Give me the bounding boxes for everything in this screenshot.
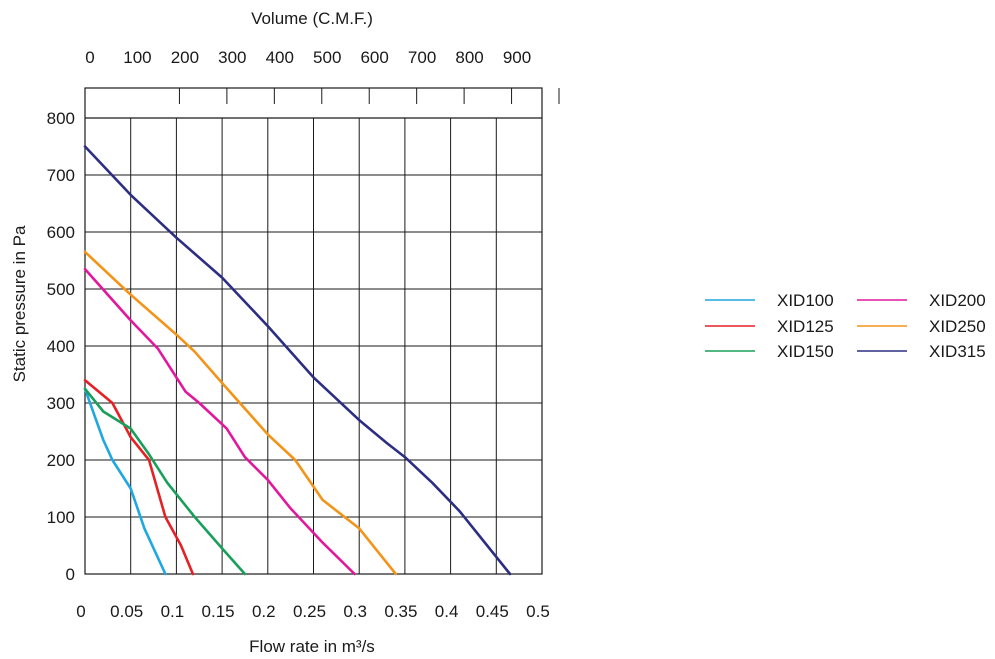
x-tick-label: 0.15 (202, 602, 235, 621)
grid-lines (85, 118, 542, 574)
plot-frame (84, 87, 543, 575)
top-tick-label: 700 (408, 48, 436, 67)
y-tick-label: 500 (47, 280, 75, 299)
x-tick-label: 0.2 (252, 602, 276, 621)
series-line-xid150 (83, 387, 247, 576)
x-tick-label: 0.05 (110, 602, 143, 621)
top-tick-label: 100 (123, 48, 151, 67)
top-tick-label: 900 (503, 48, 531, 67)
y-tick-label: 300 (47, 394, 75, 413)
x-tick-label: 0.25 (293, 602, 326, 621)
y-tick-label: 400 (47, 337, 75, 356)
y-tick-label: 200 (47, 451, 75, 470)
x-tick-label: 0.35 (384, 602, 417, 621)
legend-label-xid200: XID200 (929, 291, 986, 310)
legend: XID100 XID125 XID150 XID200 XID250 XID315 (705, 291, 986, 361)
top-tick-label: 800 (455, 48, 483, 67)
y-tick-label: 700 (47, 166, 75, 185)
x-axis-ticks: 0 0.05 0.1 0.15 0.2 0.25 0.3 0.35 0.4 0.45 0.5 (76, 602, 550, 621)
series-line-xid250 (83, 250, 398, 576)
y-tick-label: 0 (66, 565, 75, 584)
series-line-xid315 (83, 145, 512, 576)
x-tick-label: 0.4 (435, 602, 459, 621)
x-axis-title: Flow rate in m³/s (249, 637, 375, 656)
series-group (83, 145, 512, 576)
top-tick-label: 600 (360, 48, 388, 67)
x-tick-label: 0.45 (476, 602, 509, 621)
top-tick-label: 500 (313, 48, 341, 67)
top-tick-label: 400 (266, 48, 294, 67)
series-line-xid125 (83, 378, 195, 576)
y-axis-title: Static pressure in Pa (10, 225, 29, 382)
top-axis-ticks: 0 100 200 300 400 500 600 700 800 900 (85, 48, 560, 104)
legend-label-xid125: XID125 (777, 317, 834, 336)
series-line-xid100 (83, 387, 167, 576)
y-tick-label: 100 (47, 508, 75, 527)
legend-label-xid250: XID250 (929, 317, 986, 336)
top-tick-label: 300 (218, 48, 246, 67)
x-tick-label: 0.1 (161, 602, 185, 621)
x-tick-label: 0.5 (526, 602, 550, 621)
top-tick-label: 0 (85, 48, 94, 67)
y-axis-ticks: 0 100 200 300 400 500 600 700 800 (47, 109, 75, 584)
legend-label-xid150: XID150 (777, 342, 834, 361)
top-tick-label: 200 (171, 48, 199, 67)
y-tick-label: 600 (47, 223, 75, 242)
series-line-xid200 (83, 267, 356, 576)
y-tick-label: 800 (47, 109, 75, 128)
x-tick-label: 0 (76, 602, 85, 621)
legend-label-xid100: XID100 (777, 291, 834, 310)
legend-label-xid315: XID315 (929, 342, 986, 361)
x-tick-label: 0.3 (343, 602, 367, 621)
top-axis-title: Volume (C.M.F.) (251, 9, 373, 28)
